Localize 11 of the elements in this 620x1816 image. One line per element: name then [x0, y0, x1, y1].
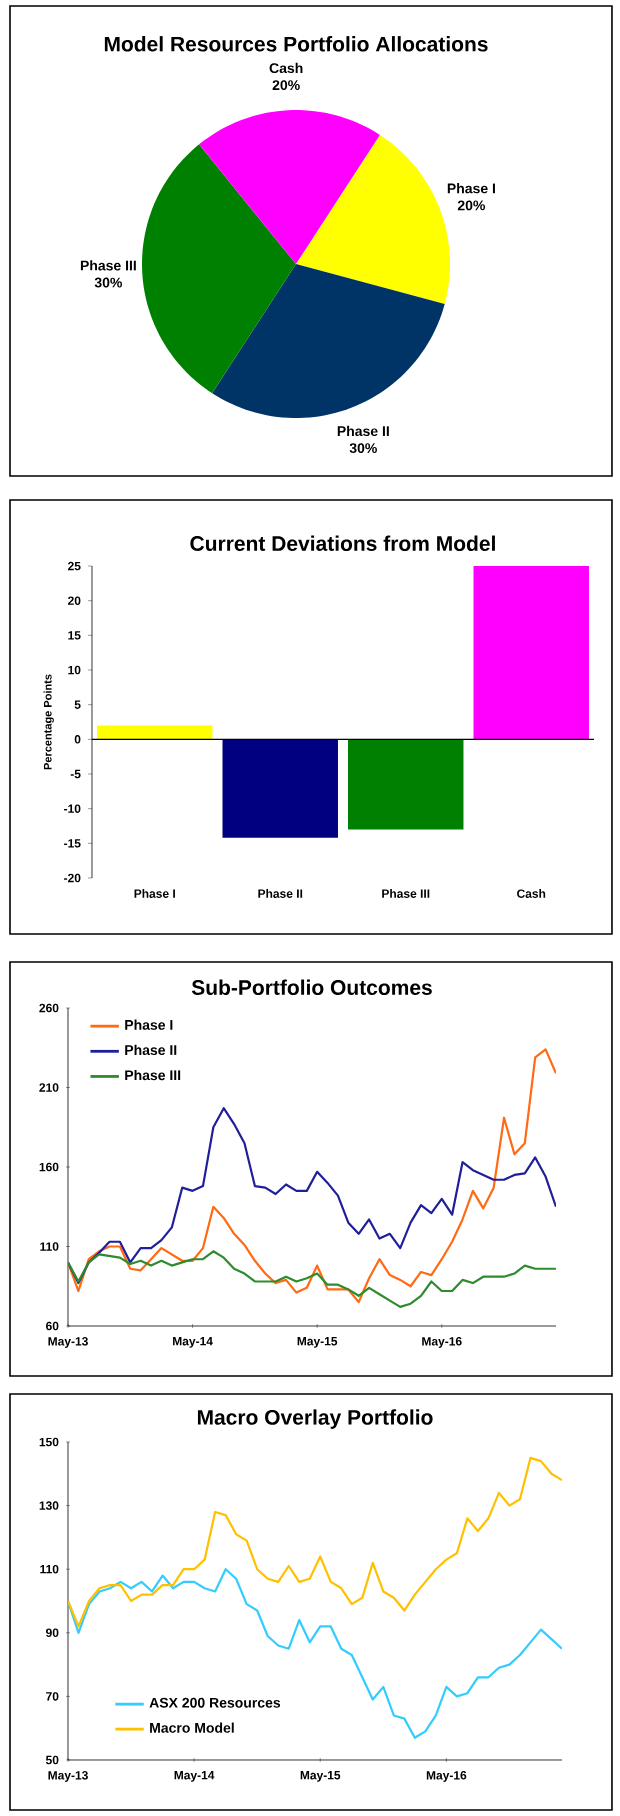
chart-title: Model Resources Portfolio Allocations	[104, 36, 488, 52]
chart-title: Current Deviations from Model	[190, 535, 495, 551]
bar	[473, 566, 589, 740]
chart-title: Macro Overlay Portfolio	[197, 1409, 433, 1429]
bar	[348, 739, 464, 830]
bar	[97, 725, 213, 740]
chart-title: Sub-Portfolio Outcomes	[191, 979, 432, 995]
line-series	[67, 1456, 562, 1628]
line-series	[67, 1107, 556, 1285]
line-series	[67, 1568, 562, 1739]
bar	[222, 739, 338, 838]
